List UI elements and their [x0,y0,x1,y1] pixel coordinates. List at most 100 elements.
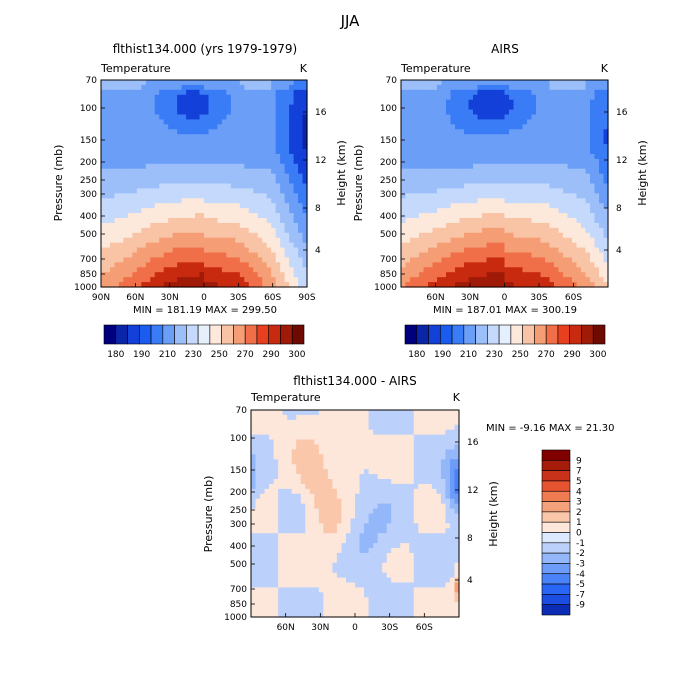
heatmap-cell [459,124,465,130]
heatmap-cell [262,272,268,278]
heatmap-cell [114,198,120,204]
heatmap-cell [391,459,397,465]
heatmap-cell [482,168,488,175]
heatmap-cell [504,222,510,229]
heatmap-cell [368,503,374,510]
heatmap-cell [594,277,600,283]
heatmap-cell [217,99,223,106]
heatmap-cell [341,464,347,470]
heatmap-cell [266,84,272,91]
heatmap-cell [450,267,456,273]
heatmap-cell [287,479,293,485]
heatmap-cell [114,173,120,180]
heatmap-cell [509,129,515,135]
heatmap-cell [318,483,324,490]
heatmap-cell [585,252,591,259]
heatmap-cell [527,99,533,106]
heatmap-cell [235,203,241,209]
heatmap-cell [217,109,223,116]
heatmap-cell [260,503,266,510]
panel3-ylabel: Pressure (mb) [202,476,215,553]
heatmap-cell [282,459,288,465]
heatmap-cell [278,479,284,485]
heatmap-cell [172,222,178,229]
heatmap-cell [195,139,201,145]
colorbar-label: 190 [133,350,150,360]
heatmap-cell [428,208,434,214]
heatmap-cell [323,479,329,485]
y-tick-label: 300 [80,190,97,200]
heatmap-cell [199,109,205,116]
heatmap-cell [500,242,506,249]
heatmap-cell [255,469,261,475]
colorbar-swatch [557,324,571,345]
heatmap-cell [386,498,392,505]
heatmap-cell [248,277,254,283]
heatmap-cell [437,114,443,121]
heatmap-cell [217,129,223,135]
heatmap-cell [336,508,343,515]
heatmap-cell [368,464,374,470]
heatmap-cell [482,242,488,249]
heatmap-cell [576,178,582,185]
heatmap-cell [450,213,456,219]
heatmap-cell [212,222,219,229]
heatmap-cell [145,168,151,175]
heatmap-cell [576,99,582,106]
heatmap-cell [293,203,299,209]
heatmap-cell [540,213,546,219]
heatmap-cell [404,444,410,451]
heatmap-cell [436,444,442,451]
heatmap-cell [436,429,442,436]
heatmap-cell [585,222,591,229]
heatmap-cell [226,129,232,135]
y-tick-label: 400 [80,212,97,222]
heatmap-cell [495,232,501,239]
heatmap-cell [132,149,138,155]
heatmap-cell [554,257,560,263]
heatmap-cell [590,183,596,190]
heatmap-cell [132,277,138,283]
heatmap-cell [504,104,510,111]
heatmap-cell [536,203,542,209]
heatmap-cell [500,277,506,283]
heatmap-cell [253,139,259,145]
heatmap-cell [540,227,546,234]
heatmap-cell [428,144,434,150]
heatmap-cell [459,232,465,239]
heatmap-cell [226,262,232,268]
heatmap-cell [504,163,510,170]
heatmap-cell [599,168,605,175]
heatmap-cell [230,188,236,194]
heatmap-cell [217,104,223,111]
heatmap-cell [422,493,428,500]
heatmap-cell [318,424,324,431]
heatmap-cell [468,247,474,254]
heatmap-cell [262,109,268,116]
heatmap-cell [540,277,546,283]
heatmap-cell [114,237,120,244]
heatmap-cell [590,262,596,268]
heatmap-cell [545,114,551,121]
heatmap-cell [341,429,347,436]
heatmap-cell [599,232,605,239]
heatmap-cell [159,149,165,155]
heatmap-cell [477,124,483,130]
heatmap-cell [567,203,573,209]
heatmap-cell [536,198,542,204]
heatmap-cell [302,237,308,244]
heatmap-cell [266,144,272,150]
heatmap-cell [536,242,542,249]
heatmap-cell [603,84,609,91]
heatmap-cell [422,488,428,495]
heatmap-cell [410,203,416,209]
heatmap-cell [314,454,320,460]
heatmap-cell [217,203,223,209]
heatmap-cell [221,198,227,204]
heatmap-cell [540,237,546,244]
heatmap-cell [141,114,147,121]
heatmap-cell [486,89,492,96]
heatmap-cell [336,439,343,446]
heatmap-cell [248,144,254,150]
heatmap-cell [244,134,250,140]
